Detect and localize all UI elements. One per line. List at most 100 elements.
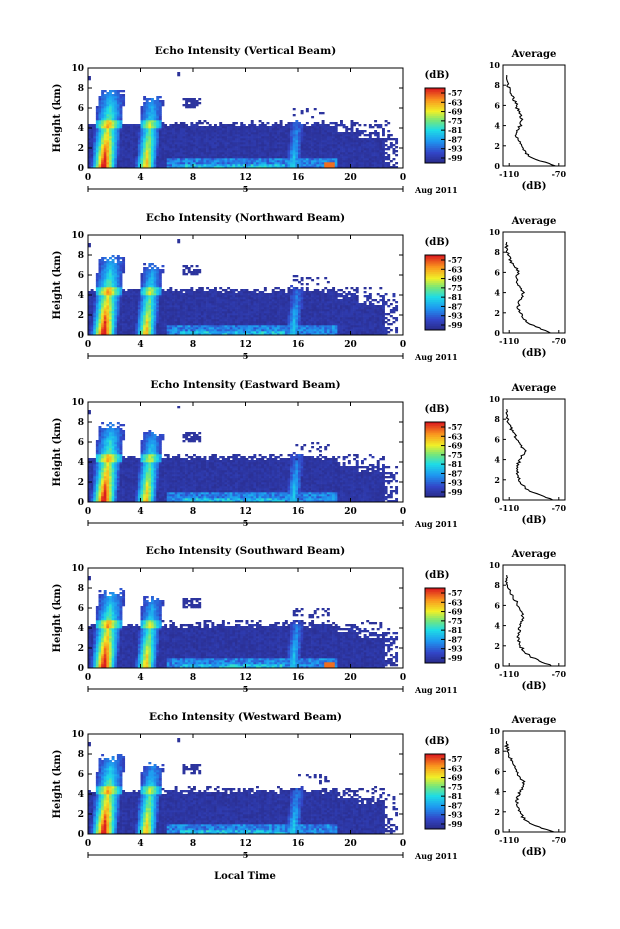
heatmap-cell	[235, 319, 238, 321]
heatmap-cell	[232, 301, 235, 303]
heatmap-cell	[196, 301, 199, 303]
heatmap-cell	[104, 323, 107, 325]
heatmap-cell	[125, 152, 128, 154]
heatmap-cell	[243, 140, 246, 142]
heatmap-cell	[322, 112, 325, 114]
heatmap-cell	[240, 325, 243, 327]
heatmap-cell	[230, 307, 233, 309]
heatmap-cell	[112, 150, 115, 152]
heatmap-cell	[290, 126, 293, 128]
heatmap-cell	[274, 138, 277, 140]
heatmap-cell	[127, 319, 130, 321]
heatmap-cell	[112, 329, 115, 331]
heatmap-cell	[143, 281, 146, 283]
heatmap-cell	[372, 140, 375, 142]
heatmap-cell	[96, 281, 99, 283]
heatmap-cell	[130, 124, 133, 126]
heatmap-cell	[164, 164, 167, 166]
heatmap-cell	[122, 327, 125, 329]
heatmap-cell	[369, 132, 372, 134]
heatmap-cell	[114, 295, 117, 297]
heatmap-cell	[154, 160, 157, 162]
heatmap-cell	[259, 297, 262, 299]
heatmap-cell	[327, 140, 330, 142]
heatmap-cell	[211, 307, 214, 309]
heatmap-cell	[351, 156, 354, 158]
heatmap-cell	[151, 128, 154, 130]
heatmap-cell	[185, 132, 188, 134]
heatmap-cell	[138, 313, 141, 315]
heatmap-cell	[159, 132, 162, 134]
heatmap-cell	[146, 305, 149, 307]
heatmap-cell	[374, 132, 377, 134]
heatmap-cell	[201, 144, 204, 146]
heatmap-cell	[246, 295, 249, 297]
heatmap-cell	[379, 162, 382, 164]
heatmap-cell	[198, 128, 201, 130]
heatmap-cell	[127, 140, 130, 142]
heatmap-cell	[130, 307, 133, 309]
heatmap-cell	[282, 142, 285, 144]
heatmap-cell	[143, 309, 146, 311]
heatmap-cell	[93, 303, 96, 305]
heatmap-cell	[259, 130, 262, 132]
heatmap-cell	[117, 144, 120, 146]
heatmap-cell	[148, 156, 151, 158]
heatmap-cell	[288, 311, 291, 313]
heatmap-cell	[159, 281, 162, 283]
heatmap-cell	[101, 303, 104, 305]
heatmap-cell	[280, 331, 283, 333]
heatmap-cell	[301, 144, 304, 146]
heatmap-cell	[141, 281, 144, 283]
heatmap-cell	[143, 321, 146, 323]
heatmap-cell	[156, 271, 159, 273]
heatmap-cell	[309, 162, 312, 164]
heatmap-cell	[141, 108, 144, 110]
heatmap-cell	[240, 305, 243, 307]
heatmap-cell	[196, 100, 199, 102]
heatmap-cell	[164, 140, 167, 142]
heatmap-cell	[235, 122, 238, 124]
heatmap-cell	[385, 158, 388, 160]
heatmap-cell	[324, 134, 327, 136]
heatmap-cell	[211, 136, 214, 138]
heatmap-cell	[251, 158, 254, 160]
heatmap-cell	[264, 124, 267, 126]
heatmap-cell	[183, 309, 186, 311]
heatmap-cell	[101, 164, 104, 166]
heatmap-cell	[316, 128, 319, 130]
heatmap-cell	[277, 134, 280, 136]
heatmap-cell	[127, 164, 130, 166]
heatmap-cell	[256, 148, 259, 150]
heatmap-cell	[120, 273, 123, 275]
heatmap-cell	[340, 136, 343, 138]
heatmap-cell	[190, 307, 193, 309]
heatmap-cell	[361, 150, 364, 152]
heatmap-cell	[93, 309, 96, 311]
heatmap-cell	[104, 267, 107, 269]
heatmap-cell	[169, 307, 172, 309]
heatmap-cell	[227, 156, 230, 158]
heatmap-cell	[382, 142, 385, 144]
heatmap-cell	[96, 160, 99, 162]
heatmap-cell	[183, 152, 186, 154]
heatmap-cell	[219, 152, 222, 154]
heatmap-cell	[183, 138, 186, 140]
heatmap-cell	[306, 122, 309, 124]
heatmap-cell	[335, 160, 338, 162]
heatmap-cell	[154, 271, 157, 273]
heatmap-cell	[143, 116, 146, 118]
heatmap-cell	[96, 132, 99, 134]
heatmap-cell	[154, 106, 157, 108]
heatmap-cell	[193, 291, 196, 293]
heatmap-cell	[101, 287, 104, 289]
heatmap-cell	[183, 307, 186, 309]
heatmap-cell	[122, 267, 125, 269]
heatmap-cell	[112, 261, 115, 263]
heatmap-cell	[154, 303, 157, 305]
heatmap-cell	[101, 158, 104, 160]
heatmap-cell	[282, 319, 285, 321]
heatmap-cell	[185, 319, 188, 321]
heatmap-cell	[280, 156, 283, 158]
heatmap-cell	[261, 126, 264, 128]
